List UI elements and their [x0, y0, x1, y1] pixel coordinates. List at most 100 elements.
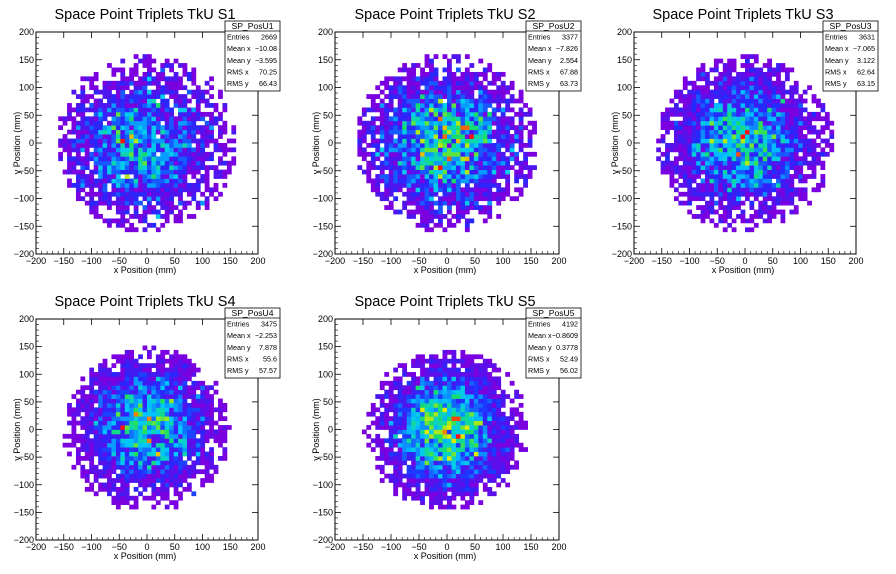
histogram-cell	[102, 451, 108, 457]
histogram-cell	[111, 67, 117, 73]
histogram-cell	[115, 156, 121, 162]
histogram-cell	[478, 116, 484, 122]
histogram-cell	[182, 85, 188, 91]
histogram-cell	[147, 442, 152, 448]
histogram-cell	[447, 58, 452, 64]
histogram-cell	[509, 464, 515, 470]
histogram-cell	[169, 125, 174, 131]
histogram-cell	[209, 407, 214, 413]
histogram-cell	[505, 433, 511, 439]
histogram-cell	[709, 89, 715, 95]
histogram-cell	[133, 187, 139, 193]
histogram-cell	[204, 138, 210, 144]
histogram-cell	[191, 398, 197, 404]
histogram-cell	[411, 182, 416, 188]
histogram-cell	[451, 94, 457, 99]
stats-value: −3.595	[255, 56, 277, 65]
histogram-cell	[793, 85, 799, 91]
histogram-cell	[705, 111, 710, 117]
histogram-cell	[745, 160, 750, 166]
histogram-cell	[155, 363, 161, 368]
histogram-cell	[776, 63, 781, 68]
histogram-cell	[164, 151, 170, 157]
histogram-cell	[62, 134, 68, 139]
histogram-cell	[58, 125, 63, 131]
histogram-cell	[102, 367, 108, 373]
histogram-cell	[218, 416, 223, 422]
histogram-cell	[660, 120, 666, 126]
histogram-cell	[731, 218, 737, 224]
histogram-cell	[789, 107, 795, 113]
histogram-cell	[478, 134, 484, 139]
histogram-cell	[142, 486, 148, 492]
histogram-cell	[169, 478, 174, 483]
histogram-cell	[147, 156, 152, 162]
histogram-cell	[151, 482, 157, 488]
histogram-cell	[514, 138, 520, 144]
histogram-cell	[58, 116, 63, 122]
histogram-cell	[204, 429, 210, 435]
histogram-cell	[415, 196, 421, 202]
histogram-cell	[718, 191, 724, 197]
histogram-cell	[178, 107, 183, 113]
histogram-cell	[469, 89, 475, 95]
histogram-cell	[138, 411, 143, 417]
histogram-cell	[514, 111, 520, 117]
histogram-cell	[84, 147, 90, 153]
histogram-cell	[80, 425, 86, 430]
histogram-cell	[487, 156, 493, 162]
histogram-cell	[776, 120, 781, 126]
histogram-cell	[169, 389, 174, 395]
histogram-cell	[195, 103, 201, 108]
histogram-cell	[169, 182, 174, 188]
histogram-cell	[523, 165, 528, 170]
histogram-cell	[169, 429, 174, 435]
histogram-cell	[487, 125, 493, 131]
histogram-cell	[455, 103, 461, 108]
histogram-cell	[500, 120, 506, 126]
histogram-cell	[164, 358, 170, 364]
histogram-cell	[451, 182, 457, 188]
histogram-cell	[129, 420, 135, 426]
histogram-cell	[111, 478, 117, 483]
histogram-cell	[447, 107, 452, 113]
histogram-cell	[736, 187, 741, 193]
histogram-cell	[482, 433, 488, 439]
histogram-cell	[722, 89, 728, 95]
histogram-cell	[505, 160, 511, 166]
histogram-cell	[397, 456, 403, 461]
histogram-cell	[455, 191, 461, 197]
histogram-cell	[451, 460, 457, 466]
histogram-cell	[736, 138, 741, 144]
histogram-cell	[191, 191, 197, 197]
histogram-cell	[447, 456, 452, 461]
histogram-cell	[451, 486, 457, 492]
histogram-cell	[370, 94, 376, 99]
histogram-cell	[195, 165, 201, 170]
histogram-cell	[115, 402, 121, 408]
histogram-cell	[482, 178, 488, 184]
histogram-cell	[478, 187, 484, 193]
histogram-cell	[120, 500, 126, 505]
stats-key: Entries	[227, 33, 250, 42]
histogram-cell	[709, 147, 715, 153]
histogram-cell	[107, 491, 112, 497]
histogram-cell	[478, 447, 484, 452]
histogram-cell	[455, 85, 461, 91]
histogram-cell	[771, 111, 777, 117]
histogram-cell	[160, 411, 166, 417]
histogram-cell	[491, 111, 497, 117]
histogram-cell	[173, 214, 179, 219]
y-tick-label: 150	[19, 342, 34, 352]
histogram-cell	[107, 98, 112, 104]
histogram-cell	[496, 464, 502, 470]
histogram-cell	[491, 160, 497, 166]
histogram-cell	[749, 187, 755, 193]
histogram-cell	[393, 187, 399, 193]
histogram-cell	[75, 447, 81, 452]
histogram-cell	[204, 478, 210, 483]
histogram-cell	[749, 200, 755, 206]
histogram-cell	[164, 429, 170, 435]
histogram-cell	[705, 76, 710, 82]
histogram-cell	[509, 94, 515, 99]
